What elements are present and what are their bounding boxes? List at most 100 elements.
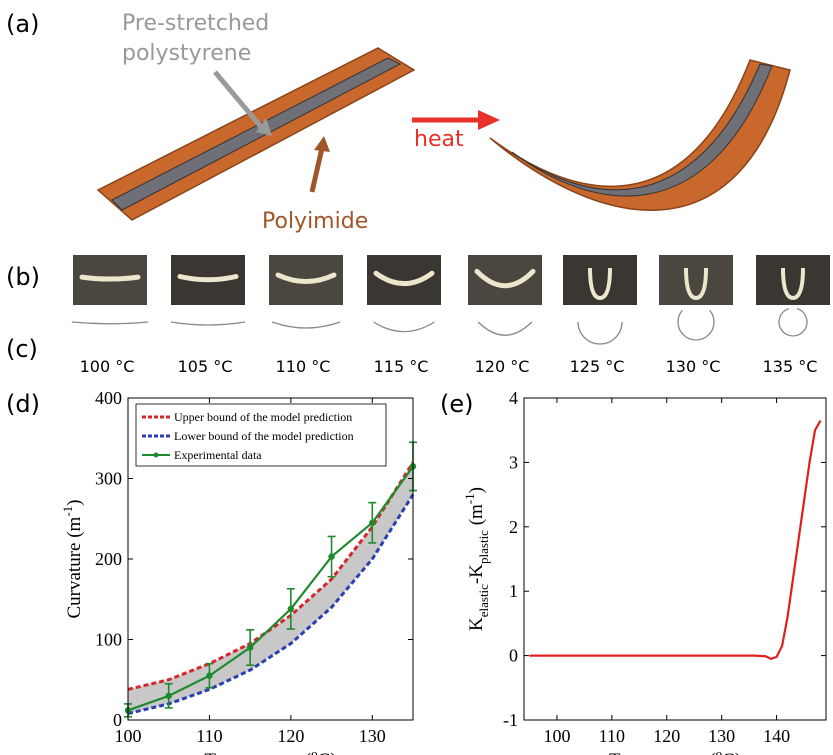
- photo: [367, 255, 441, 305]
- panel-label: (d): [6, 390, 40, 418]
- x-tick-label: 100: [115, 726, 142, 746]
- x-tick-label: 100: [543, 726, 570, 746]
- label-part: plastic: [476, 530, 491, 564]
- label-part: ): [64, 500, 85, 506]
- label-part: o: [716, 746, 723, 755]
- sample: [684, 267, 708, 301]
- temperature-label: 105 °C: [178, 357, 233, 376]
- plot-area: [524, 398, 826, 720]
- y-tick-label: 100: [95, 630, 122, 650]
- sample: [474, 268, 536, 289]
- arc: [271, 321, 341, 329]
- temperature-rows: 100 °C 105 °C 110 °C 115 °C 120 °C 125 °C 130 …: [71, 255, 830, 376]
- y-axis-label: Curvature (m-1): [60, 500, 85, 619]
- y-tick-label: 0: [113, 710, 122, 730]
- x-tick-label: 120: [277, 726, 304, 746]
- x-axis-label: Temperature (oC): [609, 746, 741, 755]
- temperature-label: 100 °C: [80, 357, 135, 376]
- arc: [373, 321, 435, 333]
- label-part: -K: [466, 564, 487, 584]
- y-tick-label: 300: [95, 469, 122, 489]
- temperature-label: 130 °C: [666, 357, 721, 376]
- x-tick-label: 110: [599, 726, 625, 746]
- arc: [71, 321, 149, 325]
- y-axis-label: Kelastic-Kplastic (m-1): [462, 487, 491, 631]
- prediction-band: [128, 462, 413, 714]
- x-axis-label: Temperature (oC): [204, 746, 336, 755]
- label-part: elastic: [476, 584, 491, 617]
- label-part: K: [466, 617, 487, 631]
- sample: [373, 270, 435, 286]
- sample: [79, 274, 141, 282]
- arrowhead: [478, 110, 500, 130]
- y-tick-label: 200: [95, 549, 122, 569]
- data-point: [287, 605, 295, 613]
- sample: [177, 274, 239, 283]
- panel-label: (b): [6, 263, 40, 291]
- curved-stripe: [511, 63, 773, 197]
- temperature-label: 125 °C: [570, 357, 625, 376]
- x-tick-label: 130: [359, 726, 386, 746]
- temperature-label: 110 °C: [276, 357, 331, 376]
- axes-frame: [127, 397, 414, 721]
- panel-label: (a): [6, 10, 39, 38]
- label-part: Curvature (m: [64, 516, 85, 618]
- arc: [577, 321, 623, 345]
- temperature-label: 135 °C: [763, 357, 818, 376]
- photo: [468, 255, 542, 305]
- legend-label: Lower bound of the model prediction: [174, 429, 354, 443]
- arrowhead: [314, 136, 330, 152]
- series-line: [127, 493, 415, 716]
- sample: [781, 267, 805, 301]
- curved-strip: [489, 59, 791, 211]
- y-tick-label: 1: [509, 581, 518, 601]
- arrowhead: [256, 118, 272, 136]
- label-part: C): [722, 750, 741, 755]
- x-tick-label: 110: [196, 726, 222, 746]
- annotation: polystyrene: [122, 41, 251, 66]
- panel-label: (e): [440, 390, 474, 418]
- legend: [135, 403, 387, 467]
- label-part: Temperature (: [204, 750, 311, 755]
- data-point: [206, 672, 213, 679]
- sample: [275, 272, 337, 284]
- data-point: [328, 553, 335, 560]
- x-tick-label: 120: [653, 726, 680, 746]
- series-line: [529, 419, 822, 661]
- label-part: (m: [466, 504, 487, 530]
- panel-label: (c): [6, 335, 38, 363]
- data-point: [165, 692, 172, 700]
- arc: [677, 309, 715, 341]
- label-part: -1: [60, 506, 75, 517]
- arrow: [213, 70, 264, 130]
- annotation: heat: [414, 127, 464, 152]
- temperature-label: 115 °C: [374, 357, 429, 376]
- diagram: Pre-stretched polystyrene Polyimide heat: [96, 11, 791, 234]
- label-part: C): [318, 750, 337, 755]
- label-part: Temperature (: [609, 750, 716, 755]
- annotation: Polyimide: [262, 209, 368, 234]
- label-part: o: [311, 746, 318, 755]
- data-point: [369, 519, 376, 526]
- legend-marker: [153, 452, 159, 458]
- label-part: -1: [462, 493, 477, 504]
- panel-labels: (a) (b) (c) (d) (e): [6, 10, 474, 418]
- x-tick-label: 130: [708, 726, 735, 746]
- legend-label: Experimental data: [174, 448, 262, 462]
- y-tick-label: 3: [509, 452, 518, 472]
- arc: [778, 307, 808, 337]
- y-tick-label: 2: [509, 517, 518, 537]
- x-tick-label: 140: [763, 726, 790, 746]
- y-tick-label: 400: [95, 388, 122, 408]
- annotation: Pre-stretched: [122, 11, 269, 36]
- arc: [477, 321, 533, 336]
- legend-label: Upper bound of the model prediction: [174, 410, 352, 424]
- temperature-label: 120 °C: [475, 357, 530, 376]
- arrow: [309, 147, 325, 193]
- arc: [170, 321, 246, 326]
- y-tick-label: -1: [503, 710, 518, 730]
- axes-frame: [523, 397, 827, 721]
- data-point: [246, 644, 254, 651]
